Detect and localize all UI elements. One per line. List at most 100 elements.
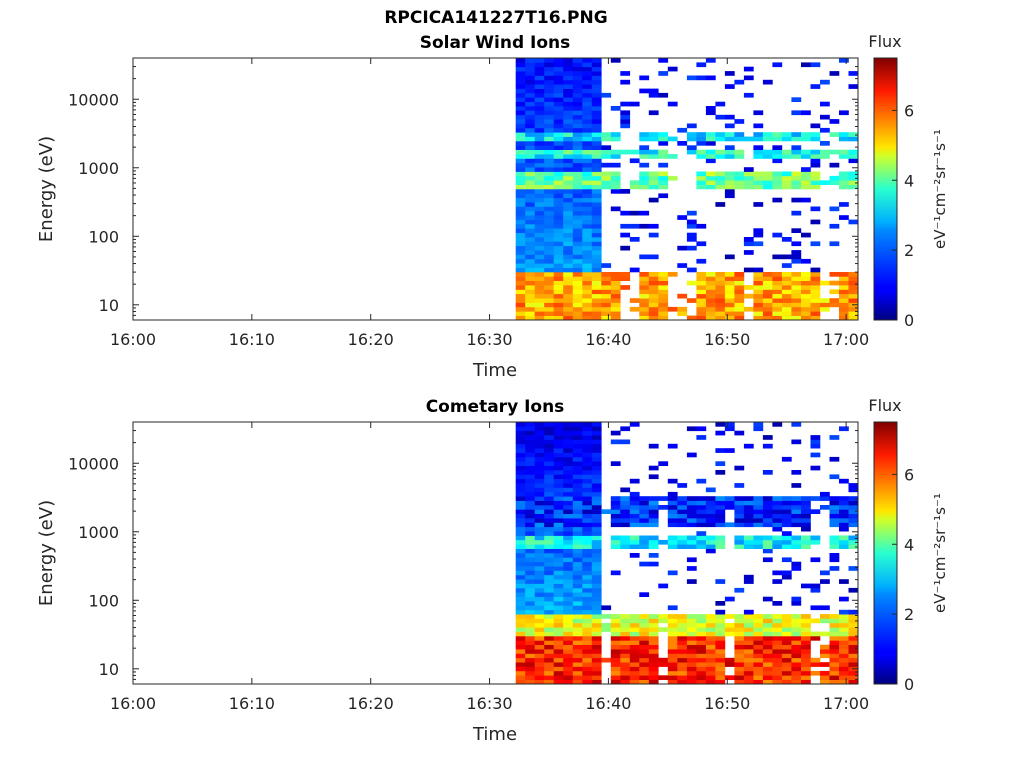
heatmap-cell — [848, 293, 859, 299]
heatmap-cell — [677, 483, 688, 488]
x-axis-label: Time — [472, 360, 517, 381]
heatmap-cell — [743, 627, 754, 632]
heatmap-cell — [743, 496, 754, 501]
heatmap-cell — [582, 193, 593, 199]
heatmap-cell — [791, 285, 802, 290]
heatmap-cell — [639, 276, 650, 281]
x-tick-label: 16:10 — [229, 694, 275, 713]
heatmap-cell — [515, 75, 526, 81]
heatmap-cell — [791, 649, 802, 654]
heatmap-cell — [553, 583, 564, 589]
heatmap-cell — [544, 184, 554, 190]
heatmap-cell — [563, 461, 573, 466]
heatmap-cell — [839, 110, 849, 116]
heatmap-cell — [582, 302, 593, 308]
heatmap-cell — [553, 496, 564, 501]
heatmap-cell — [829, 505, 840, 510]
heatmap-cell — [610, 285, 621, 290]
heatmap-cell — [525, 491, 535, 497]
heatmap-cell — [582, 92, 593, 98]
heatmap-cell — [648, 622, 659, 628]
heatmap-cell — [601, 272, 612, 277]
heatmap-cell — [610, 500, 621, 506]
heatmap-cell — [534, 605, 545, 611]
heatmap-cell — [544, 618, 554, 624]
heatmap-cell — [686, 245, 697, 251]
heatmap-cell — [515, 461, 526, 466]
heatmap-cell — [753, 426, 764, 432]
heatmap-cell — [810, 285, 821, 290]
heatmap-cell — [753, 132, 764, 137]
heatmap-cell — [534, 184, 545, 190]
heatmap-cell — [629, 675, 640, 680]
heatmap-cell — [544, 241, 554, 247]
heatmap-cell — [839, 622, 849, 628]
heatmap-cell — [525, 101, 535, 107]
heatmap-cell — [582, 666, 593, 672]
heatmap-cell — [658, 311, 669, 316]
heatmap-cell — [848, 285, 859, 290]
heatmap-cell — [553, 544, 564, 549]
heatmap-cell — [544, 276, 554, 281]
heatmap-cell — [781, 513, 792, 519]
heatmap-cell — [610, 106, 621, 111]
heatmap-cell — [791, 315, 802, 321]
heatmap-cell — [705, 539, 716, 545]
heatmap-cell — [610, 180, 621, 185]
heatmap-cell — [610, 522, 621, 528]
heatmap-cell — [572, 465, 583, 471]
heatmap-cell — [791, 505, 802, 510]
heatmap-cell — [791, 280, 802, 286]
heatmap-cell — [696, 640, 707, 645]
heatmap-cell — [553, 237, 564, 242]
heatmap-cell — [743, 180, 754, 185]
heatmap-cell — [591, 114, 602, 120]
heatmap-cell — [534, 557, 545, 563]
heatmap-cell — [534, 662, 545, 667]
heatmap-cell — [553, 518, 564, 523]
heatmap-cell — [572, 202, 583, 207]
heatmap-cell — [572, 141, 583, 146]
heatmap-cell — [677, 544, 688, 549]
heatmap-cell — [610, 518, 621, 523]
heatmap-cell — [572, 636, 583, 641]
heatmap-cell — [544, 470, 554, 475]
heatmap-cell — [563, 627, 573, 632]
heatmap-cell — [553, 71, 564, 76]
heatmap-cell — [620, 535, 631, 541]
heatmap-cell — [591, 518, 602, 523]
heatmap-cell — [525, 276, 535, 281]
heatmap-cell — [582, 531, 593, 536]
heatmap-cell — [734, 653, 745, 659]
heatmap-cell — [572, 526, 583, 532]
heatmap-cell — [525, 548, 535, 554]
heatmap-cell — [544, 570, 554, 576]
heatmap-cell — [810, 443, 821, 449]
heatmap-cell — [525, 158, 535, 164]
heatmap-cell — [563, 110, 573, 116]
heatmap-cell — [553, 293, 564, 299]
heatmap-cell — [534, 509, 545, 514]
heatmap-cell — [791, 679, 802, 685]
heatmap-cell — [534, 149, 545, 155]
heatmap-cell — [525, 675, 535, 680]
heatmap-cell — [686, 622, 697, 628]
heatmap-cell — [591, 574, 602, 580]
heatmap-cell — [544, 263, 554, 268]
heatmap-cell — [839, 149, 849, 155]
heatmap-cell — [582, 430, 593, 436]
heatmap-cell — [848, 675, 859, 680]
heatmap-cell — [705, 675, 716, 680]
heatmap-cell — [734, 544, 745, 549]
heatmap-cell — [515, 570, 526, 576]
heatmap-cell — [734, 679, 745, 685]
heatmap-cell — [829, 289, 840, 295]
heatmap-cell — [743, 640, 754, 645]
heatmap-cell — [667, 622, 678, 628]
heatmap-cell — [667, 644, 678, 650]
heatmap-cell — [534, 601, 545, 606]
heatmap-cell — [715, 149, 726, 155]
heatmap-cell — [534, 258, 545, 264]
heatmap-cell — [534, 210, 545, 216]
heatmap-cell — [534, 215, 545, 220]
